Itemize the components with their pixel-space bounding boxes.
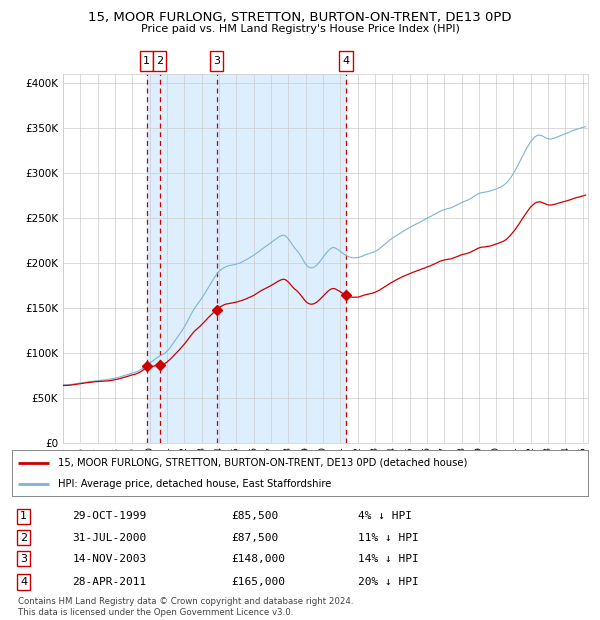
Text: £148,000: £148,000 — [231, 554, 285, 564]
Text: 3: 3 — [213, 56, 220, 66]
Text: Contains HM Land Registry data © Crown copyright and database right 2024.
This d: Contains HM Land Registry data © Crown c… — [18, 598, 353, 617]
Text: Price paid vs. HM Land Registry's House Price Index (HPI): Price paid vs. HM Land Registry's House … — [140, 24, 460, 33]
Text: 20% ↓ HPI: 20% ↓ HPI — [358, 577, 418, 587]
Text: £85,500: £85,500 — [231, 512, 278, 521]
Text: 11% ↓ HPI: 11% ↓ HPI — [358, 533, 418, 542]
Text: 1: 1 — [143, 56, 150, 66]
Text: 4% ↓ HPI: 4% ↓ HPI — [358, 512, 412, 521]
Text: £87,500: £87,500 — [231, 533, 278, 542]
Text: 2: 2 — [156, 56, 163, 66]
Text: 28-APR-2011: 28-APR-2011 — [73, 577, 147, 587]
Text: 29-OCT-1999: 29-OCT-1999 — [73, 512, 147, 521]
Text: 14-NOV-2003: 14-NOV-2003 — [73, 554, 147, 564]
Text: HPI: Average price, detached house, East Staffordshire: HPI: Average price, detached house, East… — [58, 479, 331, 489]
Text: 4: 4 — [343, 56, 350, 66]
Bar — [146, 74, 346, 443]
Text: 4: 4 — [20, 577, 27, 587]
Text: 15, MOOR FURLONG, STRETTON, BURTON-ON-TRENT, DE13 0PD (detached house): 15, MOOR FURLONG, STRETTON, BURTON-ON-TR… — [58, 458, 467, 467]
Text: £165,000: £165,000 — [231, 577, 285, 587]
Text: 2: 2 — [20, 533, 27, 542]
Text: 14% ↓ HPI: 14% ↓ HPI — [358, 554, 418, 564]
Text: 31-JUL-2000: 31-JUL-2000 — [73, 533, 147, 542]
Text: 15, MOOR FURLONG, STRETTON, BURTON-ON-TRENT, DE13 0PD: 15, MOOR FURLONG, STRETTON, BURTON-ON-TR… — [88, 11, 512, 24]
Text: 3: 3 — [20, 554, 27, 564]
Text: 1: 1 — [20, 512, 27, 521]
